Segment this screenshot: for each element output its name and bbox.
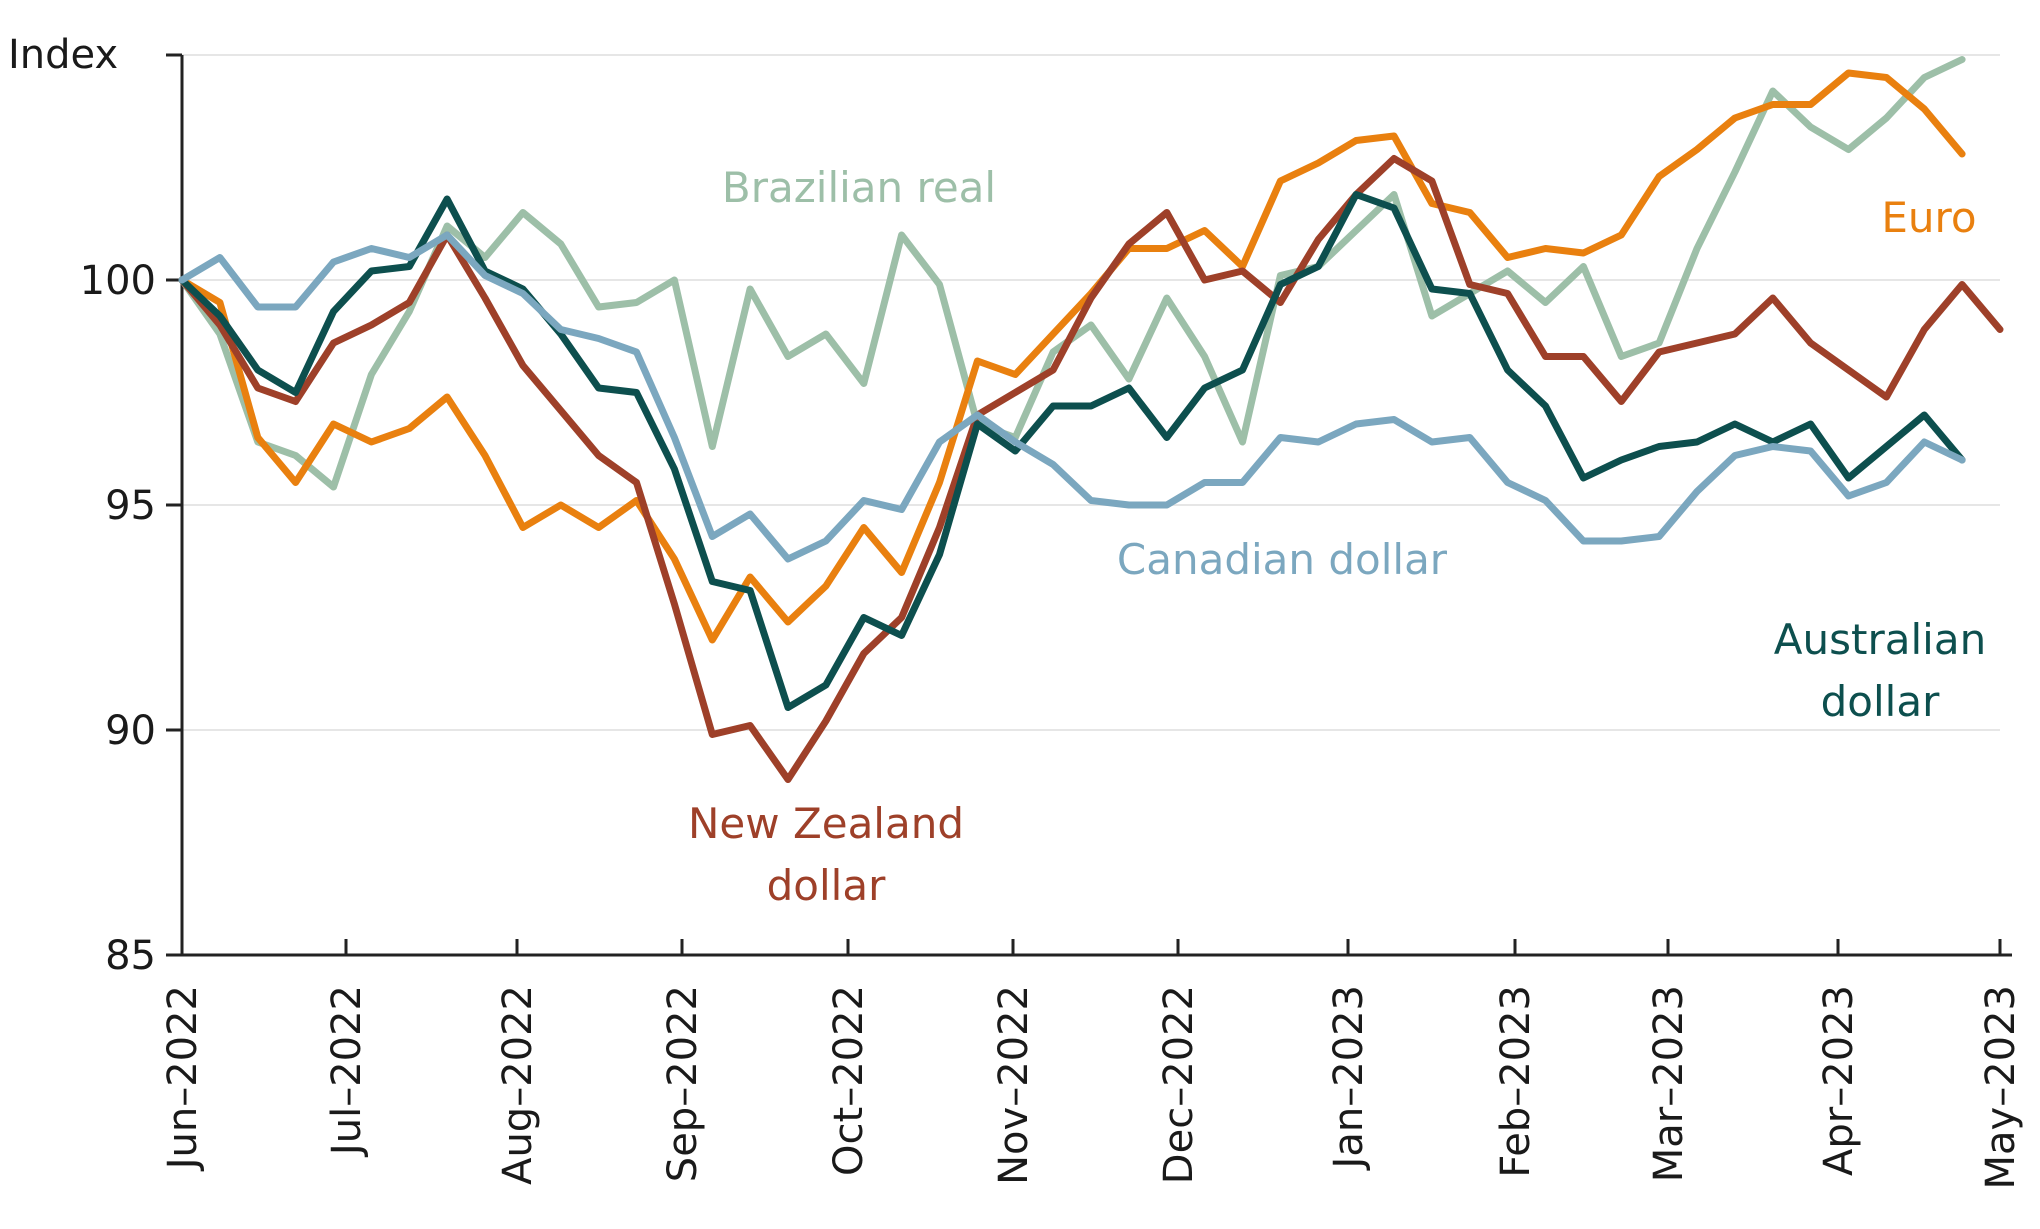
- x-tick-label: Jan–2023: [1326, 985, 1372, 1171]
- y-axis-label: Index: [8, 32, 118, 78]
- series-label: Euro: [1881, 193, 1976, 242]
- series-line: [178, 191, 1966, 711]
- series-line: [178, 155, 2004, 783]
- y-tick-label: 100: [80, 258, 156, 304]
- x-tick-label: Feb–2023: [1493, 985, 1539, 1178]
- series-line: [178, 56, 1966, 491]
- series-label: dollar: [1821, 677, 1940, 726]
- x-tick-label: Oct–2022: [826, 985, 872, 1176]
- series-label: Brazilian real: [722, 163, 996, 212]
- y-tick-label: 95: [105, 483, 156, 529]
- series-label: dollar: [767, 861, 886, 910]
- y-tick-label: 85: [105, 933, 156, 979]
- x-tick-label: Nov–2022: [991, 985, 1037, 1185]
- series-label: Canadian dollar: [1117, 535, 1448, 584]
- x-tick-label: Dec–2022: [1156, 985, 1202, 1184]
- x-tick-label: Jun–2022: [160, 985, 206, 1172]
- x-tick-label: Apr–2023: [1816, 985, 1862, 1176]
- x-tick-label: Jul–2022: [324, 985, 370, 1158]
- x-tick-label: May–2023: [1978, 985, 2024, 1190]
- x-tick-label: Sep–2022: [660, 985, 706, 1182]
- y-tick-label: 90: [105, 708, 156, 754]
- series-label: Australian: [1774, 615, 1986, 664]
- series-line: [178, 231, 1966, 563]
- x-tick-label: Mar–2023: [1646, 985, 1692, 1182]
- x-tick-label: Aug–2022: [495, 985, 541, 1185]
- series-label: New Zealand: [688, 799, 964, 848]
- series-line: [178, 69, 1966, 644]
